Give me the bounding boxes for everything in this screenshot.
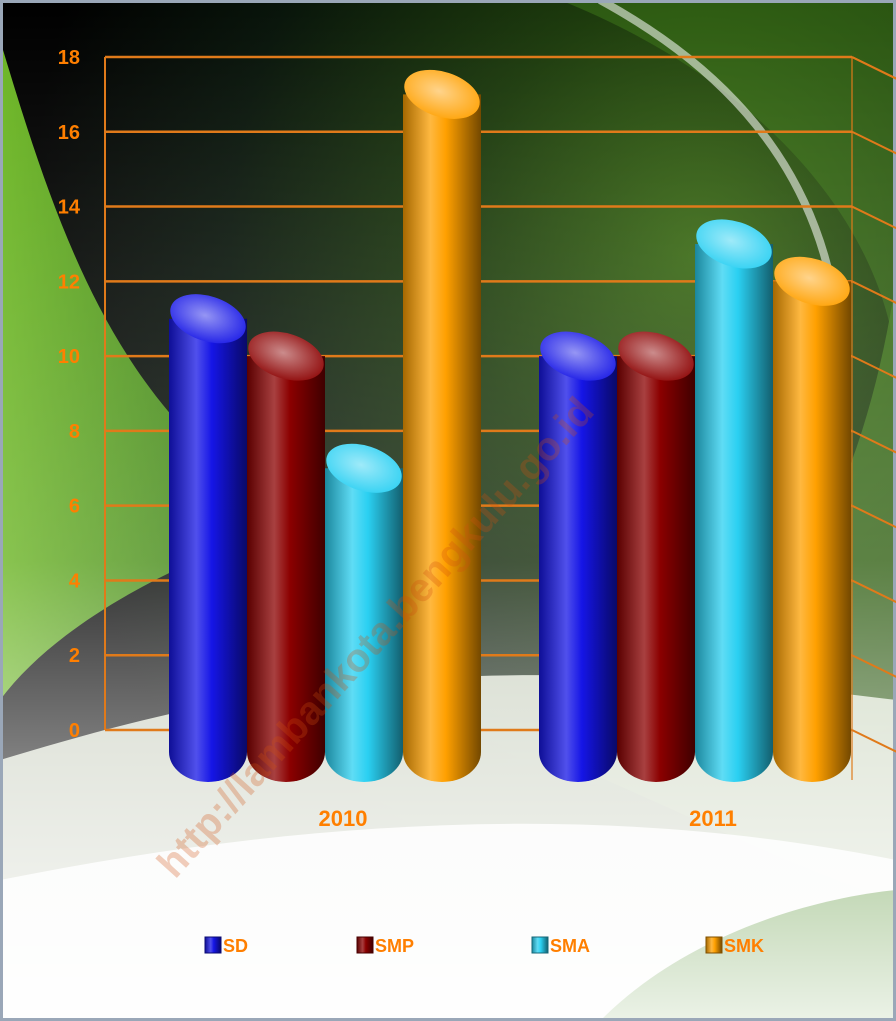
bar-body xyxy=(325,468,403,782)
grid-line-depth xyxy=(851,355,896,379)
y-tick-label: 4 xyxy=(69,570,81,592)
bar-smp-2010 xyxy=(247,331,325,782)
legend-label: SMK xyxy=(724,936,764,956)
y-tick-label: 0 xyxy=(69,720,80,742)
legend-item-sd: SD xyxy=(204,936,248,956)
grid-line-depth xyxy=(851,429,896,454)
bar-top xyxy=(618,331,694,381)
bar-smk-2011 xyxy=(773,256,851,782)
bar-sd-2010 xyxy=(169,294,247,782)
x-category-label: 2010 xyxy=(319,806,368,831)
y-tick-label: 8 xyxy=(69,421,80,443)
legend-swatch xyxy=(705,936,723,954)
grid-line-depth xyxy=(851,130,896,155)
bar-top xyxy=(774,256,850,306)
grid-line-depth xyxy=(851,280,896,304)
bar-body xyxy=(617,356,695,782)
bar-body xyxy=(247,356,325,782)
bar-body xyxy=(539,356,617,782)
grid-line-depth xyxy=(851,504,896,529)
grid-line-depth xyxy=(851,579,896,604)
bar-body xyxy=(773,281,851,782)
y-tick-label: 12 xyxy=(58,271,80,293)
bar-top xyxy=(540,331,616,381)
legend-swatch xyxy=(204,936,222,954)
bar-smk-2010 xyxy=(403,69,481,782)
bar-top xyxy=(248,331,324,381)
bar-body xyxy=(403,94,481,782)
bar-sd-2011 xyxy=(539,331,617,782)
legend-swatch xyxy=(356,936,374,954)
grid-line-depth xyxy=(851,205,896,230)
legend-label: SD xyxy=(223,936,248,956)
y-tick-label: 16 xyxy=(58,122,80,144)
x-axis-labels: 2010 2011 xyxy=(319,806,737,831)
bar-top xyxy=(326,443,402,493)
grid-line-depth xyxy=(851,729,896,753)
x-category-label: 2011 xyxy=(689,806,737,831)
legend-label: SMP xyxy=(375,936,414,956)
legend: SD SMP SMA SMK xyxy=(204,936,764,956)
bar-sma-2010 xyxy=(325,443,403,782)
bar-sma-2011 xyxy=(695,219,773,782)
bar-smp-2011 xyxy=(617,331,695,782)
y-tick-label: 18 xyxy=(58,47,80,69)
bar-body xyxy=(695,243,773,782)
bar-top xyxy=(696,219,772,269)
y-tick-label: 6 xyxy=(69,496,80,518)
bars xyxy=(169,69,851,782)
y-tick-label: 10 xyxy=(58,346,80,368)
grid-line-depth xyxy=(851,654,896,678)
bar-body xyxy=(169,318,247,782)
legend-item-sma: SMA xyxy=(531,936,590,956)
legend-label: SMA xyxy=(550,936,590,956)
y-tick-label: 14 xyxy=(58,197,81,219)
y-axis-ticks: 0 2 4 6 8 10 12 14 16 18 xyxy=(58,47,81,742)
legend-swatch xyxy=(531,936,549,954)
grid-line-depth xyxy=(851,56,896,80)
legend-item-smp: SMP xyxy=(356,936,414,956)
legend-item-smk: SMK xyxy=(705,936,764,956)
y-tick-label: 2 xyxy=(69,645,80,667)
bar-top xyxy=(170,294,246,344)
bar-top xyxy=(404,69,480,119)
